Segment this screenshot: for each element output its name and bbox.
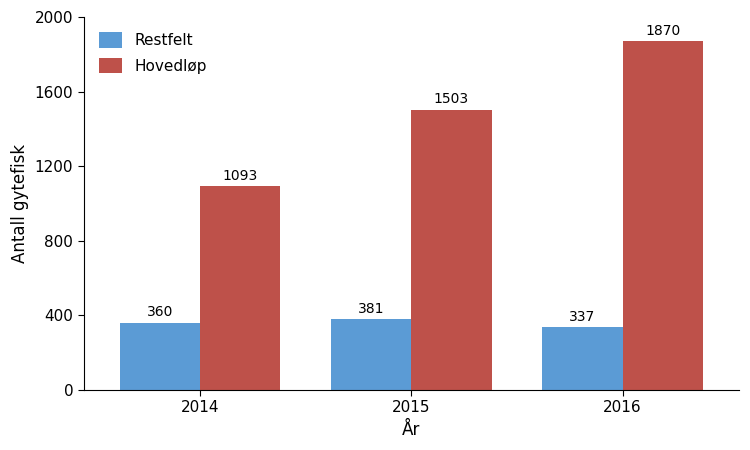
Text: 337: 337 xyxy=(569,310,596,324)
Text: 381: 381 xyxy=(358,302,385,315)
Bar xyxy=(622,41,703,390)
Legend: Restfelt, Hovedløp: Restfelt, Hovedløp xyxy=(92,25,214,81)
Bar xyxy=(542,327,622,390)
Bar xyxy=(331,319,411,390)
Text: 1093: 1093 xyxy=(223,169,258,183)
X-axis label: År: År xyxy=(402,421,421,439)
Text: 360: 360 xyxy=(146,306,173,320)
Text: 1503: 1503 xyxy=(434,92,469,106)
Y-axis label: Antall gytefisk: Antall gytefisk xyxy=(11,144,29,263)
Bar xyxy=(200,186,280,390)
Text: 1870: 1870 xyxy=(645,24,680,38)
Bar xyxy=(411,110,491,390)
Bar xyxy=(120,323,200,390)
